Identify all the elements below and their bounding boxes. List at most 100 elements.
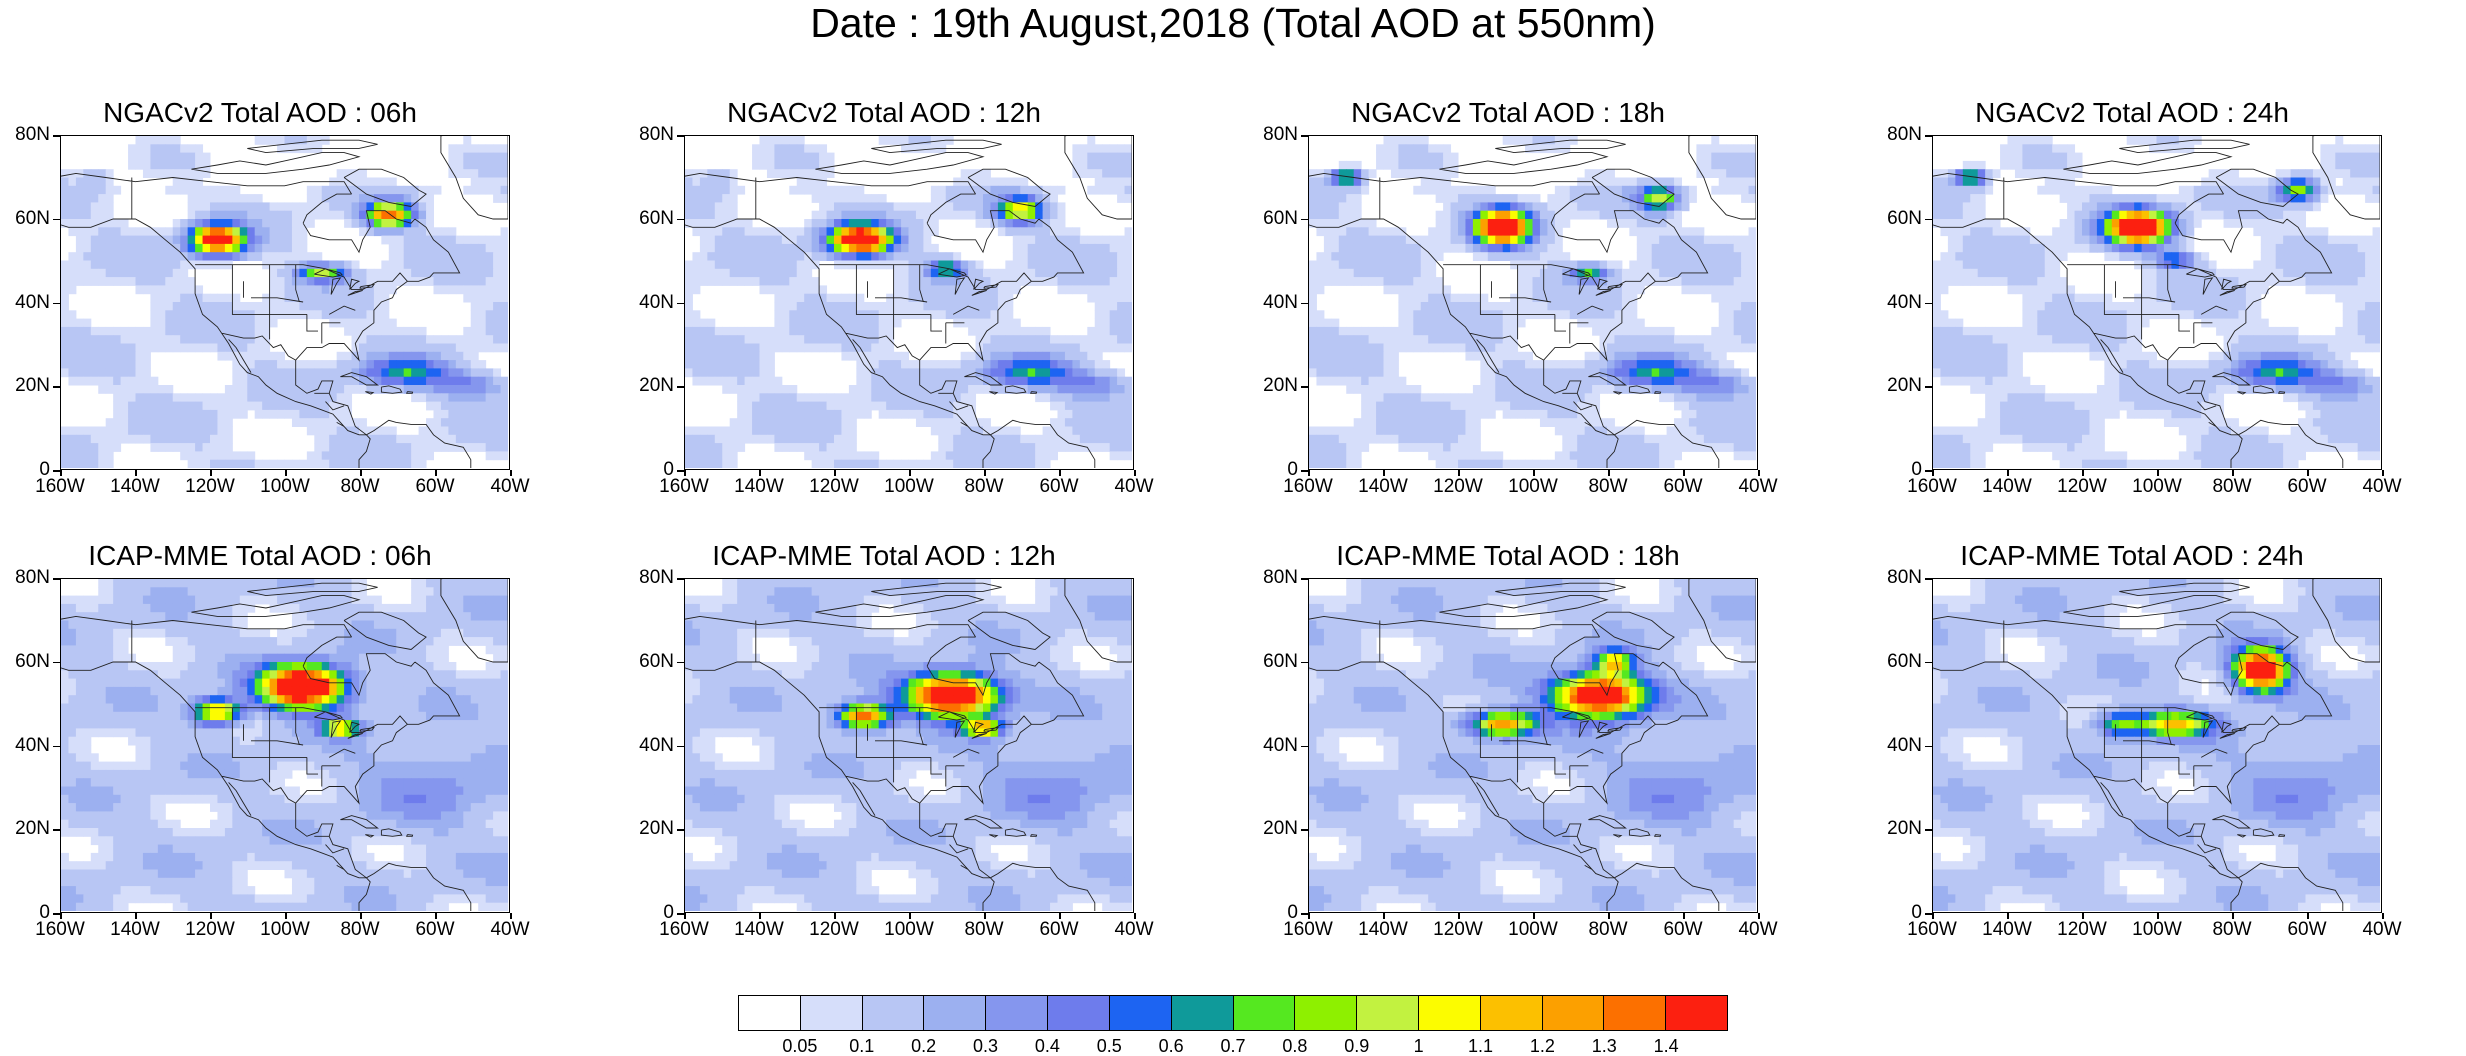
lon-tick-label: 40W	[490, 476, 530, 497]
lat-tick	[677, 745, 684, 747]
lat-tick-label: 20N	[15, 818, 50, 840]
lon-tick-label: 60W	[415, 919, 455, 940]
colorbar-swatch	[862, 996, 925, 1030]
colorbar-swatch	[1480, 996, 1543, 1030]
lon-tick	[1383, 470, 1385, 476]
lat-tick-label: 0	[663, 902, 674, 923]
colorbar-label: 0.6	[1158, 1036, 1184, 1056]
lon-tick-label: 80W	[964, 919, 1004, 940]
lat-tick-label: 0	[39, 902, 50, 923]
lon-tick	[510, 913, 512, 919]
lon-tick-label: 140W	[1982, 476, 2032, 497]
lon-tick	[1134, 913, 1136, 919]
lon-tick-label: 100W	[2132, 919, 2182, 940]
colorbar-label: 0.2	[911, 1036, 937, 1056]
lat-tick-label: 40N	[1887, 291, 1922, 313]
lon-tick	[135, 470, 137, 476]
colorbar-swatch	[986, 996, 1049, 1030]
colorbar-label: 1.1	[1467, 1036, 1494, 1056]
lat-tick-label: 20N	[1887, 375, 1922, 397]
colorbar-swatch	[1418, 996, 1481, 1030]
lat-tick	[53, 829, 60, 831]
lat-tick-label: 80N	[15, 567, 50, 588]
lat-tick	[1301, 302, 1308, 304]
lat-tick-label: 0	[663, 459, 674, 480]
lat-tick	[677, 661, 684, 664]
lon-tick	[2082, 913, 2084, 919]
panel-title: NGACv2 Total AOD : 24h	[1975, 97, 2289, 128]
lon-tick	[435, 913, 437, 919]
lon-tick-label: 160W	[1907, 919, 1957, 940]
lat-tick-label: 0	[39, 459, 50, 480]
map-panel-ngac-6h: NGACv2 Total AOD : 06h 80N 60N 40N 20N 0 160W 1…	[0, 95, 529, 497]
lon-tick-label: 120W	[1433, 476, 1483, 497]
aod-map	[1308, 578, 1758, 913]
lon-tick-label: 140W	[110, 919, 160, 940]
lon-tick-label: 40W	[2362, 919, 2402, 940]
panel-title: ICAP-MME Total AOD : 24h	[1960, 540, 2304, 571]
map-panel-ngac-24h: NGACv2 Total AOD : 24h 80N 60N 40N 20N 0 160W 1…	[1872, 95, 2401, 497]
lat-tick	[53, 302, 60, 304]
lat-tick	[1925, 578, 1932, 580]
colorbar-swatch	[1048, 996, 1110, 1030]
map-panel-icap-24h: ICAP-MME Total AOD : 24h 80N 60N 40N 20N 0 160…	[1872, 538, 2401, 940]
lon-tick	[2307, 470, 2309, 476]
colorbar-swatch	[800, 996, 863, 1030]
lon-tick	[2082, 470, 2084, 476]
lon-tick	[1308, 913, 1310, 919]
colorbar-swatch	[1295, 996, 1358, 1030]
lon-tick-label: 140W	[734, 919, 784, 940]
lon-tick	[1059, 913, 1061, 919]
coastline-borders	[1309, 136, 1756, 468]
lon-tick	[1683, 470, 1685, 476]
lon-tick	[1059, 470, 1061, 476]
lon-tick-label: 120W	[185, 476, 235, 497]
lon-tick-label: 100W	[1508, 476, 1558, 497]
lon-tick	[2007, 470, 2009, 476]
lon-tick-label: 40W	[1738, 919, 1778, 940]
colorbar-label: 0.3	[972, 1036, 999, 1056]
colorbar-swatch	[739, 996, 801, 1030]
lon-tick	[60, 913, 62, 919]
lon-tick-label: 160W	[35, 476, 85, 497]
lon-tick-label: 100W	[884, 476, 934, 497]
lon-tick	[1608, 470, 1610, 476]
lat-tick-label: 40N	[1263, 291, 1298, 313]
lat-tick-label: 60N	[15, 650, 50, 672]
lon-tick	[1683, 913, 1685, 919]
lon-tick-label: 60W	[2287, 476, 2327, 497]
lat-tick-label: 20N	[1263, 375, 1298, 397]
lat-tick	[677, 218, 684, 221]
lon-tick	[2232, 470, 2234, 476]
lon-tick-label: 80W	[2212, 919, 2252, 940]
lat-tick-label: 20N	[639, 818, 674, 840]
coastline-borders	[61, 579, 508, 911]
lat-tick	[53, 745, 60, 747]
lon-tick-label: 120W	[809, 476, 859, 497]
lat-tick	[1301, 470, 1308, 472]
lat-tick-label: 80N	[639, 567, 674, 588]
lon-tick	[360, 913, 362, 919]
aod-map	[60, 578, 510, 913]
lat-tick-label: 0	[1911, 902, 1922, 923]
lat-tick-label: 80N	[1263, 567, 1298, 588]
lon-tick	[2382, 470, 2384, 476]
lon-tick-label: 160W	[1907, 476, 1957, 497]
lon-tick-label: 80W	[2212, 476, 2252, 497]
colorbar-label: 1.3	[1591, 1036, 1617, 1056]
lon-tick-label: 100W	[260, 476, 310, 497]
lon-tick-label: 120W	[2057, 919, 2107, 940]
lat-tick	[677, 578, 684, 580]
lat-tick-label: 40N	[1887, 734, 1922, 756]
lon-tick-label: 140W	[110, 476, 160, 497]
lat-tick	[677, 829, 684, 831]
lat-tick	[1925, 302, 1932, 304]
lon-tick	[759, 470, 761, 476]
aod-map	[60, 135, 510, 470]
lon-tick-label: 80W	[1588, 919, 1628, 940]
lat-tick-label: 80N	[1887, 567, 1922, 588]
lon-tick-label: 120W	[809, 919, 859, 940]
colorbar-swatch	[924, 996, 987, 1030]
lon-tick-label: 60W	[1663, 476, 1703, 497]
colorbar-label: 0.1	[849, 1036, 875, 1056]
